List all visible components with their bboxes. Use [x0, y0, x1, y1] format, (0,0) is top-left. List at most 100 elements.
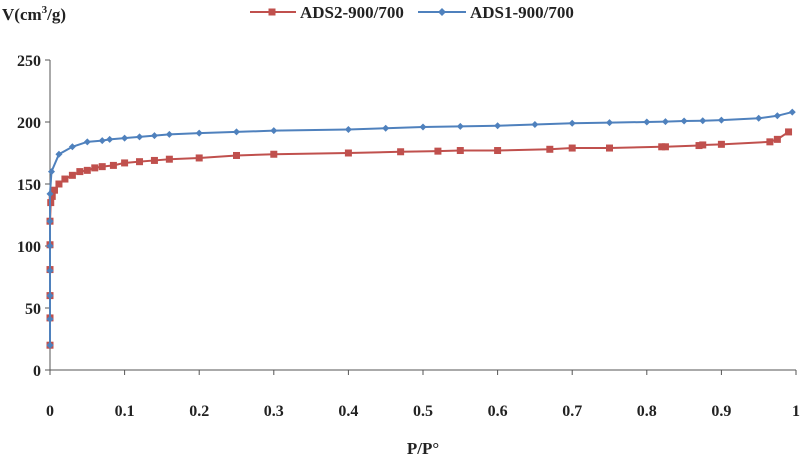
data-point-ads1-900-700	[136, 133, 144, 141]
data-point-ads2-900-700	[773, 135, 781, 143]
series-layer	[46, 108, 796, 349]
data-point-ads1-900-700	[755, 114, 763, 122]
y-tick-label: 250	[17, 53, 41, 70]
x-tick-label: 0.5	[413, 403, 433, 420]
x-tick-label: 0.9	[711, 403, 731, 420]
data-point-ads1-900-700	[46, 292, 54, 300]
data-point-ads2-900-700	[68, 171, 76, 179]
data-point-ads1-900-700	[568, 119, 576, 127]
data-point-ads1-900-700	[121, 134, 129, 142]
x-tick-label: 0.3	[264, 403, 284, 420]
legend-label-ads1: ADS1-900/700	[470, 3, 574, 22]
data-point-ads1-900-700	[270, 127, 278, 135]
data-point-ads1-900-700	[106, 135, 114, 143]
legend-label-ads2: ADS2-900/700	[300, 3, 404, 22]
data-point-ads2-900-700	[98, 163, 106, 171]
data-point-ads2-900-700	[55, 180, 63, 188]
data-point-ads2-900-700	[568, 144, 576, 152]
x-tick-label: 0.1	[115, 403, 135, 420]
data-point-ads2-900-700	[766, 138, 774, 146]
data-point-ads1-900-700	[344, 125, 352, 133]
data-point-ads1-900-700	[47, 168, 55, 176]
data-point-ads1-900-700	[68, 143, 76, 151]
data-point-ads1-900-700	[382, 124, 390, 132]
data-point-ads2-900-700	[50, 186, 58, 194]
data-point-ads2-900-700	[165, 155, 173, 163]
data-point-ads2-900-700	[456, 147, 464, 155]
data-point-ads2-900-700	[661, 143, 669, 151]
data-point-ads1-900-700	[643, 118, 651, 126]
data-point-ads2-900-700	[270, 150, 278, 158]
data-point-ads1-900-700	[717, 116, 725, 124]
data-point-ads2-900-700	[76, 168, 84, 176]
data-point-ads2-900-700	[397, 148, 405, 156]
y-tick-label: 150	[17, 177, 41, 194]
series-ads1-900-700	[46, 108, 796, 349]
data-point-ads2-900-700	[91, 164, 99, 172]
data-point-ads1-900-700	[606, 119, 613, 127]
series-line-ads2-900-700	[49, 131, 790, 346]
y-axis-title-tail: /g)	[46, 5, 66, 24]
data-point-ads1-900-700	[46, 190, 54, 198]
x-tick-label: 0.7	[562, 403, 582, 420]
y-tick-label: 100	[17, 239, 41, 256]
legend: ADS2-900/700 ADS1-900/700	[250, 3, 574, 22]
data-point-ads2-900-700	[695, 142, 703, 150]
data-point-ads2-900-700	[109, 161, 117, 169]
data-point-ads2-900-700	[195, 154, 203, 162]
data-point-ads2-900-700	[785, 128, 793, 136]
data-point-ads1-900-700	[494, 122, 502, 130]
data-point-ads1-900-700	[150, 132, 158, 140]
data-point-ads2-900-700	[48, 192, 56, 200]
x-tick-label: 0.8	[637, 403, 657, 420]
data-point-ads1-900-700	[531, 120, 539, 128]
data-point-ads1-900-700	[46, 341, 54, 349]
data-point-ads1-900-700	[46, 242, 54, 250]
data-point-ads2-900-700	[150, 156, 158, 164]
x-tick-label: 0	[46, 403, 54, 420]
data-point-ads1-900-700	[661, 118, 669, 126]
data-point-ads2-900-700	[434, 147, 442, 155]
y-ticks: 0 50 100 150 200 250	[17, 53, 50, 380]
legend-marker-square	[268, 8, 276, 16]
data-point-ads1-900-700	[46, 267, 54, 275]
data-point-ads2-900-700	[61, 175, 69, 183]
data-point-ads1-900-700	[456, 122, 464, 130]
data-point-ads2-900-700	[233, 151, 240, 159]
data-point-ads1-900-700	[46, 315, 54, 323]
data-point-ads1-900-700	[699, 117, 707, 125]
y-tick-label: 0	[33, 363, 41, 380]
legend-item-ads1: ADS1-900/700	[418, 3, 574, 22]
data-point-ads2-900-700	[699, 141, 707, 149]
data-point-ads1-900-700	[195, 129, 203, 137]
data-point-ads1-900-700	[46, 217, 54, 225]
data-point-ads2-900-700	[83, 166, 91, 174]
x-tick-label: 0.4	[338, 403, 358, 420]
data-point-ads2-900-700	[658, 143, 666, 151]
data-point-ads1-900-700	[55, 150, 63, 158]
data-point-ads1-900-700	[165, 130, 173, 138]
data-point-ads2-900-700	[717, 140, 725, 148]
legend-item-ads2: ADS2-900/700	[250, 3, 404, 22]
legend-marker-diamond	[438, 8, 446, 16]
data-point-ads2-900-700	[136, 158, 144, 166]
x-tick-label: 0.6	[488, 403, 508, 420]
data-point-ads2-900-700	[344, 149, 352, 157]
y-tick-label: 200	[17, 115, 41, 132]
x-tick-label: 0.2	[189, 403, 209, 420]
data-point-ads1-900-700	[233, 128, 240, 136]
series-ads2-900-700	[46, 128, 793, 349]
data-point-ads1-900-700	[788, 108, 796, 116]
data-point-ads1-900-700	[98, 137, 106, 145]
data-point-ads2-900-700	[546, 145, 554, 153]
y-axis-title: V(cm3/g)	[2, 4, 66, 24]
y-axis-title-superscript: 3	[42, 4, 48, 16]
data-point-ads2-900-700	[121, 159, 129, 167]
x-ticks: 0 0.1 0.2 0.3 0.4 0.5 0.6 0.7 0.8 0.9 1	[46, 370, 800, 420]
data-point-ads1-900-700	[680, 117, 688, 125]
x-tick-label: 1	[792, 403, 800, 420]
x-axis-title: P/P°	[407, 439, 439, 458]
data-point-ads1-900-700	[773, 112, 781, 120]
data-point-ads2-900-700	[494, 147, 502, 155]
